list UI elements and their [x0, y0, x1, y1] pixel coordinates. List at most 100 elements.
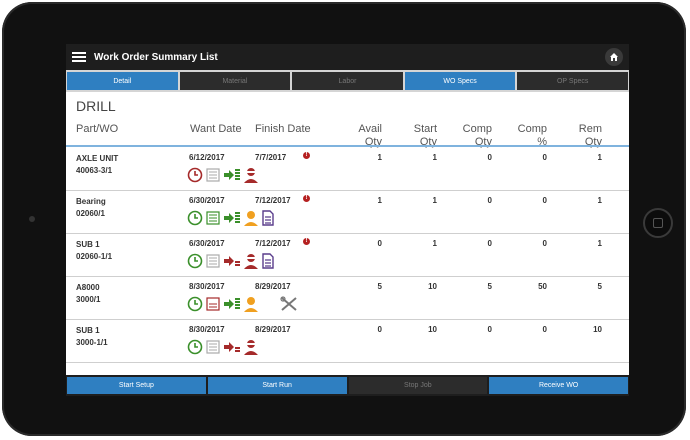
part-cell: Bearing 02060/1 — [76, 197, 106, 218]
tablet-home-button[interactable] — [643, 208, 673, 238]
clock-green-icon — [187, 253, 203, 269]
want-date: 6/30/2017 — [189, 239, 225, 248]
comp-qty: 0 — [487, 325, 492, 334]
start-qty: 10 — [428, 282, 437, 291]
status-icons — [187, 167, 259, 183]
app-title: Work Order Summary List — [94, 51, 218, 63]
tab-material[interactable]: Material — [179, 72, 291, 90]
header-part-wo: Part/WO — [76, 123, 119, 135]
alert-icon: ! — [303, 238, 310, 245]
start-qty: 1 — [432, 239, 437, 248]
rem-qty: 5 — [597, 282, 602, 291]
comp-pct: 0 — [542, 239, 547, 248]
want-date: 8/30/2017 — [189, 325, 225, 334]
avail-qty: 0 — [377, 239, 382, 248]
app-screen: Work Order Summary List Detail Material … — [66, 44, 629, 396]
start-setup-button[interactable]: Start Setup — [67, 377, 206, 394]
stop-job-button[interactable]: Stop Job — [348, 377, 488, 394]
arrow-list-red-icon — [224, 342, 240, 352]
status-icons — [187, 339, 259, 355]
finish-date: 7/7/2017 — [255, 153, 287, 162]
arrow-list-red-icon — [224, 256, 240, 266]
table-row[interactable]: SUB 1 02060-1/1 6/30/2017 7/12/2017 ! 0 1… — [66, 234, 629, 277]
table-row[interactable]: AXLE UNIT 40063-3/1 6/12/2017 7/7/2017 ! … — [66, 148, 629, 191]
document-green-icon — [206, 211, 220, 225]
hamburger-menu-icon[interactable] — [72, 52, 86, 62]
document-purple-icon — [262, 210, 274, 226]
table-row[interactable]: Bearing 02060/1 6/30/2017 7/12/2017 ! 1 1… — [66, 191, 629, 234]
header-divider — [66, 145, 629, 147]
arrow-list-green-icon — [224, 169, 240, 180]
start-qty: 1 — [432, 196, 437, 205]
tab-bar: Detail Material Labor WO Specs OP Specs — [66, 70, 629, 92]
part-cell: AXLE UNIT 40063-3/1 — [76, 154, 119, 175]
comp-qty: 0 — [487, 196, 492, 205]
start-qty: 1 — [432, 153, 437, 162]
rem-qty: 1 — [597, 153, 602, 162]
tab-op-specs[interactable]: OP Specs — [517, 72, 628, 90]
document-grey-icon — [206, 254, 220, 268]
document-grey-icon — [206, 168, 220, 182]
rem-qty: 10 — [593, 325, 602, 334]
tab-detail[interactable]: Detail — [67, 72, 178, 90]
receive-wo-button[interactable]: Receive WO — [489, 377, 628, 394]
start-qty: 10 — [428, 325, 437, 334]
avail-qty: 0 — [377, 325, 382, 334]
avail-qty: 1 — [377, 196, 382, 205]
finish-date: 8/29/2017 — [255, 325, 291, 334]
clock-green-icon — [187, 339, 203, 355]
app-bar: Work Order Summary List — [66, 44, 629, 70]
avail-qty: 1 — [377, 153, 382, 162]
part-cell: SUB 1 3000-1/1 — [76, 326, 108, 347]
camera — [29, 216, 35, 222]
section-title: DRILL — [76, 98, 116, 114]
comp-pct: 0 — [542, 196, 547, 205]
finish-date: 8/29/2017 — [255, 282, 291, 291]
comp-qty: 0 — [487, 153, 492, 162]
status-icons — [187, 296, 259, 312]
want-date: 8/30/2017 — [189, 282, 225, 291]
comp-qty: 5 — [487, 282, 492, 291]
comp-pct: 0 — [542, 325, 547, 334]
tools-icon[interactable] — [280, 296, 298, 312]
start-run-button[interactable]: Start Run — [207, 377, 347, 394]
status-icons — [187, 253, 275, 269]
document-grey-icon — [206, 340, 220, 354]
person-orange-icon — [244, 297, 258, 312]
clock-green-icon — [187, 296, 203, 312]
header-comp-pct: Comp% — [517, 123, 547, 148]
home-icon[interactable] — [605, 48, 623, 66]
table-row[interactable]: A8000 3000/1 8/30/2017 8/29/2017 5 10 5 5… — [66, 277, 629, 320]
alert-icon: ! — [303, 195, 310, 202]
clock-red-icon — [187, 167, 203, 183]
want-date: 6/12/2017 — [189, 153, 225, 162]
document-purple-icon — [262, 253, 274, 269]
tab-labor[interactable]: Labor — [292, 72, 403, 90]
header-want-date: Want Date — [190, 123, 242, 135]
person-orange-icon — [244, 211, 258, 226]
action-bar: Start Setup Start Run Stop Job Receive W… — [66, 375, 629, 396]
finish-date: 7/12/2017 — [255, 196, 291, 205]
avail-qty: 5 — [377, 282, 382, 291]
part-cell: A8000 3000/1 — [76, 283, 101, 304]
finish-date: 7/12/2017 — [255, 239, 291, 248]
arrow-list-green-icon — [224, 212, 240, 223]
clock-green-icon — [187, 210, 203, 226]
want-date: 6/30/2017 — [189, 196, 225, 205]
header-finish-date: Finish Date — [255, 123, 311, 135]
person-red-icon — [244, 340, 258, 355]
table-row[interactable]: SUB 1 3000-1/1 8/30/2017 8/29/2017 0 10 0… — [66, 320, 629, 363]
part-cell: SUB 1 02060-1/1 — [76, 240, 113, 261]
work-order-list: DRILL Part/WO Want Date Finish Date Avai… — [66, 92, 629, 375]
person-red-icon — [244, 168, 258, 183]
document-red-icon — [206, 297, 220, 311]
rem-qty: 1 — [597, 196, 602, 205]
tab-wo-specs[interactable]: WO Specs — [404, 72, 516, 90]
comp-pct: 0 — [542, 153, 547, 162]
comp-qty: 0 — [487, 239, 492, 248]
rem-qty: 1 — [597, 239, 602, 248]
comp-pct: 50 — [538, 282, 547, 291]
alert-icon: ! — [303, 152, 310, 159]
status-icons — [187, 210, 275, 226]
person-red-icon — [244, 254, 258, 269]
